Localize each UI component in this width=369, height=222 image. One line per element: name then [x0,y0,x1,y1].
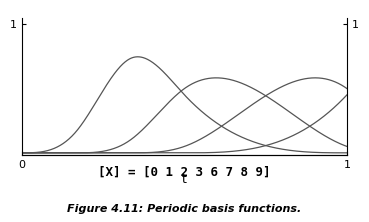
X-axis label: t: t [182,173,187,186]
Text: Figure 4.11: Periodic basis functions.: Figure 4.11: Periodic basis functions. [68,204,301,214]
Text: [X] = [0 1 2 3 6 7 8 9]: [X] = [0 1 2 3 6 7 8 9] [98,165,271,178]
